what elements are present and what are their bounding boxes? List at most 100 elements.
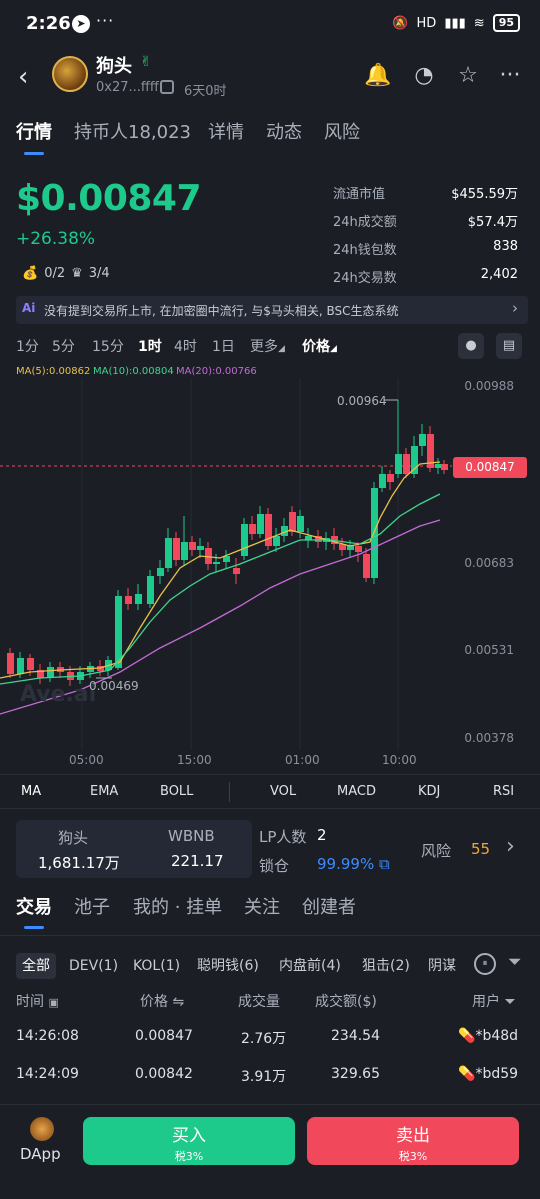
row-volume: 2.76万	[241, 1031, 287, 1047]
risk-label: 风险	[421, 842, 452, 860]
interval-1m[interactable]: 1分	[16, 339, 39, 355]
risk-chevron-icon[interactable]: ›	[506, 834, 515, 859]
candle-body	[371, 488, 378, 578]
indicator-rsi[interactable]: RSI	[493, 784, 515, 799]
interval-1h[interactable]: 1时	[138, 339, 162, 355]
row-volume: 3.91万	[241, 1069, 287, 1085]
ma20-legend: MA(20):0.00766	[176, 366, 257, 377]
candle-body	[305, 536, 312, 540]
interval-more[interactable]: 更多◢	[250, 339, 285, 355]
tab-risk[interactable]: 风险	[324, 122, 360, 143]
indicator-ema[interactable]: EMA	[90, 784, 119, 799]
candle-body	[347, 546, 354, 550]
indicator-ma[interactable]: MA	[21, 784, 42, 799]
candle-body	[403, 454, 410, 474]
star-icon[interactable]: ☆	[458, 63, 478, 88]
col-user-label: 用户	[472, 994, 500, 1010]
sell-button[interactable]: 卖出 税3%	[307, 1117, 519, 1165]
interval-4h[interactable]: 4时	[174, 339, 197, 355]
user-filter-icon: ⏷	[504, 994, 516, 1010]
pool-box[interactable]: 狗头 1,681.17万 WBNB 221.17	[16, 820, 252, 878]
row-amount: 329.65	[331, 1066, 380, 1082]
col-user[interactable]: 用户 ⏷	[472, 991, 516, 1011]
candle-body	[265, 514, 272, 546]
more-icon[interactable]: ···	[499, 63, 521, 88]
y-tick: 0.00378	[464, 731, 514, 745]
tab-market[interactable]: 行情	[16, 122, 52, 143]
col-volume: 成交量	[238, 994, 280, 1010]
back-icon[interactable]: ‹	[18, 62, 29, 92]
tab-details[interactable]: 详情	[208, 122, 244, 143]
row-time: 14:24:09	[16, 1066, 79, 1082]
dapp-icon[interactable]	[30, 1117, 54, 1141]
tab-pools[interactable]: 池子	[74, 897, 110, 918]
holder-chips[interactable]: 💰 0/2 ♛ 3/4	[16, 262, 116, 284]
buy-button[interactable]: 买入 税3%	[83, 1117, 295, 1165]
candle-body	[17, 658, 24, 674]
indicator-boll[interactable]: BOLL	[160, 784, 194, 799]
candle-body	[223, 556, 230, 562]
pool-token-b-label: WBNB	[168, 827, 215, 845]
candle-body	[47, 667, 54, 678]
indicator-vol[interactable]: VOL	[270, 784, 297, 799]
trade-tab-underline	[24, 926, 44, 929]
indicator-toggle-icon[interactable]: ●	[458, 333, 484, 359]
price-chart[interactable]	[0, 378, 540, 750]
row-user[interactable]: 💊*bd59	[458, 1066, 518, 1082]
notification-dots: ···	[96, 11, 115, 30]
stat-value-volume: $57.4万	[467, 215, 518, 230]
col-price[interactable]: 价格 ⇋	[140, 991, 184, 1011]
x-tick: 10:00	[382, 753, 417, 767]
filter-conspiracy[interactable]: 阴谋	[428, 958, 456, 974]
filter-kol[interactable]: KOL(1)	[133, 958, 181, 974]
price-mode-select[interactable]: 价格◢	[302, 339, 337, 355]
lock-value[interactable]: 99.99% ⧉	[317, 855, 390, 873]
interval-5m[interactable]: 5分	[52, 339, 75, 355]
ai-summary-banner[interactable]: Ai 没有提到交易所上市, 在加密圈中流行, 与$马头相关, BSC生态系统 ›	[16, 296, 528, 324]
candle-body	[241, 524, 248, 556]
pause-icon[interactable]: ⏸	[474, 953, 496, 975]
tab-my-orders[interactable]: 我的 · 挂单	[133, 897, 223, 918]
candle-body	[205, 548, 212, 564]
tab-following[interactable]: 关注	[244, 897, 280, 918]
indicator-macd[interactable]: MACD	[337, 784, 376, 799]
divider	[0, 774, 540, 775]
dapp-label[interactable]: DApp	[20, 1145, 61, 1163]
ai-summary-text: 没有提到交易所上市, 在加密圈中流行, 与$马头相关, BSC生态系统	[44, 304, 399, 318]
indicator-kdj[interactable]: KDJ	[418, 784, 441, 799]
tab-trades[interactable]: 交易	[16, 897, 52, 918]
candle-body	[435, 464, 442, 468]
chart-settings-icon[interactable]: ▤	[496, 333, 522, 359]
row-user[interactable]: 💊*b48d	[458, 1028, 518, 1044]
filter-presale[interactable]: 内盘前(4)	[279, 958, 341, 974]
mute-icon: 🔕	[392, 15, 409, 31]
filter-icon[interactable]: ⏷	[508, 952, 522, 972]
pool-token-a-label: 狗头	[58, 829, 89, 847]
copy-icon[interactable]	[160, 80, 174, 94]
filter-sniper[interactable]: 狙击(2)	[362, 958, 410, 974]
interval-1d[interactable]: 1日	[212, 339, 235, 355]
bell-icon[interactable]: 🔔	[364, 63, 392, 88]
gauge-icon[interactable]: ◔	[414, 63, 434, 88]
col-time-label: 时间	[16, 994, 44, 1010]
candle-body	[37, 670, 44, 678]
col-time[interactable]: 时间 ▣	[16, 991, 59, 1011]
y-tick: 0.00531	[464, 643, 514, 657]
candle-body	[197, 546, 204, 550]
pill-icon: 💊	[458, 1066, 476, 1082]
current-price: $0.00847	[16, 178, 202, 219]
tab-activity[interactable]: 动态	[266, 122, 302, 143]
status-right: 🔕 HD ▮▮▮ ≋ 95	[392, 14, 520, 32]
row-user-id: *b48d	[475, 1028, 519, 1044]
filter-smart-money[interactable]: 聪明钱(6)	[197, 958, 259, 974]
filter-all[interactable]: 全部	[16, 953, 56, 979]
tab-underline	[24, 152, 44, 155]
tab-creator[interactable]: 创建者	[302, 897, 356, 918]
token-header: ‹ 狗头 ✌ 0x27...ffff 6天0时 🔔 ◔ ☆ ···	[0, 50, 540, 110]
interval-15m[interactable]: 15分	[92, 339, 124, 355]
tab-holders[interactable]: 持币人18,023	[74, 122, 191, 143]
price-change: +26.38%	[16, 229, 96, 249]
ma10-line	[0, 493, 441, 685]
filter-dev[interactable]: DEV(1)	[69, 958, 119, 974]
candle-body	[419, 434, 426, 446]
